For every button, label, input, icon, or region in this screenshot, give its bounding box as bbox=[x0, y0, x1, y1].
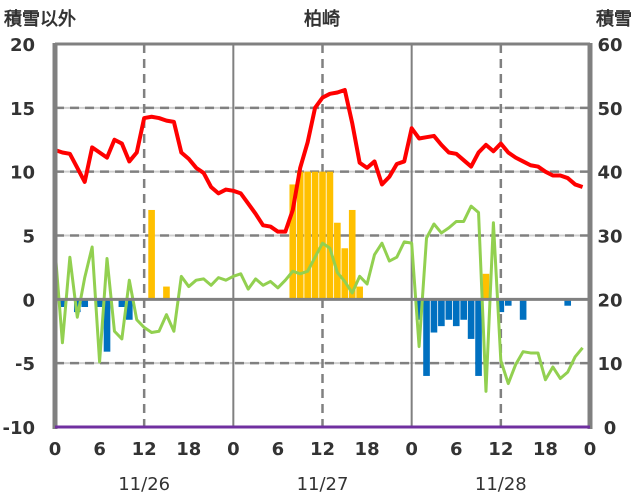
snow-decrease-bar bbox=[564, 299, 572, 306]
x-tick-label: 12 bbox=[488, 439, 513, 460]
right-tick-label: 10 bbox=[597, 354, 622, 375]
chart-title: 柏崎 bbox=[304, 8, 340, 30]
snow-decrease-bar bbox=[125, 299, 133, 320]
x-tick-label: 12 bbox=[132, 439, 157, 460]
x-tick-label: 0 bbox=[405, 439, 418, 460]
snow-decrease-bar bbox=[497, 299, 505, 313]
right-tick-label: 0 bbox=[604, 418, 617, 439]
left-tick-label: 0 bbox=[22, 290, 35, 311]
left-tick-label: -10 bbox=[2, 418, 35, 439]
snow-decrease-bar bbox=[59, 299, 66, 307]
right-tick-label: 20 bbox=[597, 290, 622, 311]
snow-decrease-bar bbox=[438, 299, 445, 327]
right-axis-title: 積雪 bbox=[595, 8, 632, 30]
snowfall-bar bbox=[356, 286, 363, 300]
left-tick-label: -5 bbox=[15, 354, 35, 375]
snowfall-bar bbox=[319, 171, 326, 300]
snowfall-bar bbox=[296, 171, 304, 300]
snowfall-bar bbox=[341, 248, 349, 300]
left-tick-label: 5 bbox=[22, 227, 35, 248]
bars bbox=[59, 171, 572, 376]
snowfall-bar bbox=[482, 273, 490, 300]
lines bbox=[53, 87, 584, 393]
snow-decrease-bar bbox=[103, 299, 111, 352]
x-tick-label: 0 bbox=[584, 439, 597, 460]
x-tick-label: 6 bbox=[450, 439, 463, 460]
temperature-line bbox=[53, 204, 584, 393]
x-tick-label: 18 bbox=[533, 439, 558, 460]
x-tick-label: 6 bbox=[272, 439, 285, 460]
snowfall-bar bbox=[334, 222, 341, 300]
snowfall-bar bbox=[304, 171, 311, 300]
snowfall-bar bbox=[326, 171, 334, 300]
right-tick-label: 40 bbox=[597, 163, 622, 184]
snow-decrease-bar bbox=[423, 299, 430, 376]
snow-decrease-bar bbox=[475, 299, 482, 376]
left-tick-label: 20 bbox=[10, 35, 35, 56]
date-label: 11/28 bbox=[475, 474, 527, 495]
snow-decrease-bar bbox=[81, 299, 89, 307]
snow-decrease-bar bbox=[118, 299, 126, 307]
x-tick-label: 18 bbox=[176, 439, 201, 460]
right-tick-label: 50 bbox=[597, 99, 622, 120]
snow-decrease-bar bbox=[96, 299, 103, 307]
right-tick-label: 60 bbox=[597, 35, 622, 56]
snowfall-bar bbox=[311, 171, 319, 300]
snow-decrease-bar bbox=[504, 299, 512, 306]
frame bbox=[52, 42, 593, 429]
date-label: 11/27 bbox=[297, 474, 349, 495]
right-tick-label: 30 bbox=[597, 227, 622, 248]
snow-decrease-bar bbox=[519, 299, 527, 320]
x-tick-label: 12 bbox=[310, 439, 335, 460]
date-label: 11/26 bbox=[118, 474, 170, 495]
snowfall-bar bbox=[289, 184, 297, 300]
x-tick-label: 6 bbox=[93, 439, 106, 460]
snowfall-bar bbox=[148, 209, 155, 300]
snow-decrease-bar bbox=[452, 299, 460, 327]
left-axis-title: 積雪以外 bbox=[3, 8, 76, 30]
left-tick-label: 10 bbox=[10, 163, 35, 184]
snowfall-bar bbox=[163, 286, 170, 300]
x-tick-label: 0 bbox=[49, 439, 62, 460]
snow-decrease-bar bbox=[467, 299, 475, 339]
snowfall-bar bbox=[348, 209, 356, 300]
x-tick-label: 0 bbox=[227, 439, 240, 460]
snow-decrease-bar bbox=[415, 299, 423, 320]
x-tick-label: 18 bbox=[355, 439, 380, 460]
snow-decrease-bar bbox=[460, 299, 467, 320]
snow-decrease-bar bbox=[430, 299, 438, 333]
snow-depth-line bbox=[54, 87, 584, 234]
left-tick-label: 15 bbox=[10, 99, 35, 120]
snow-decrease-bar bbox=[445, 299, 453, 320]
